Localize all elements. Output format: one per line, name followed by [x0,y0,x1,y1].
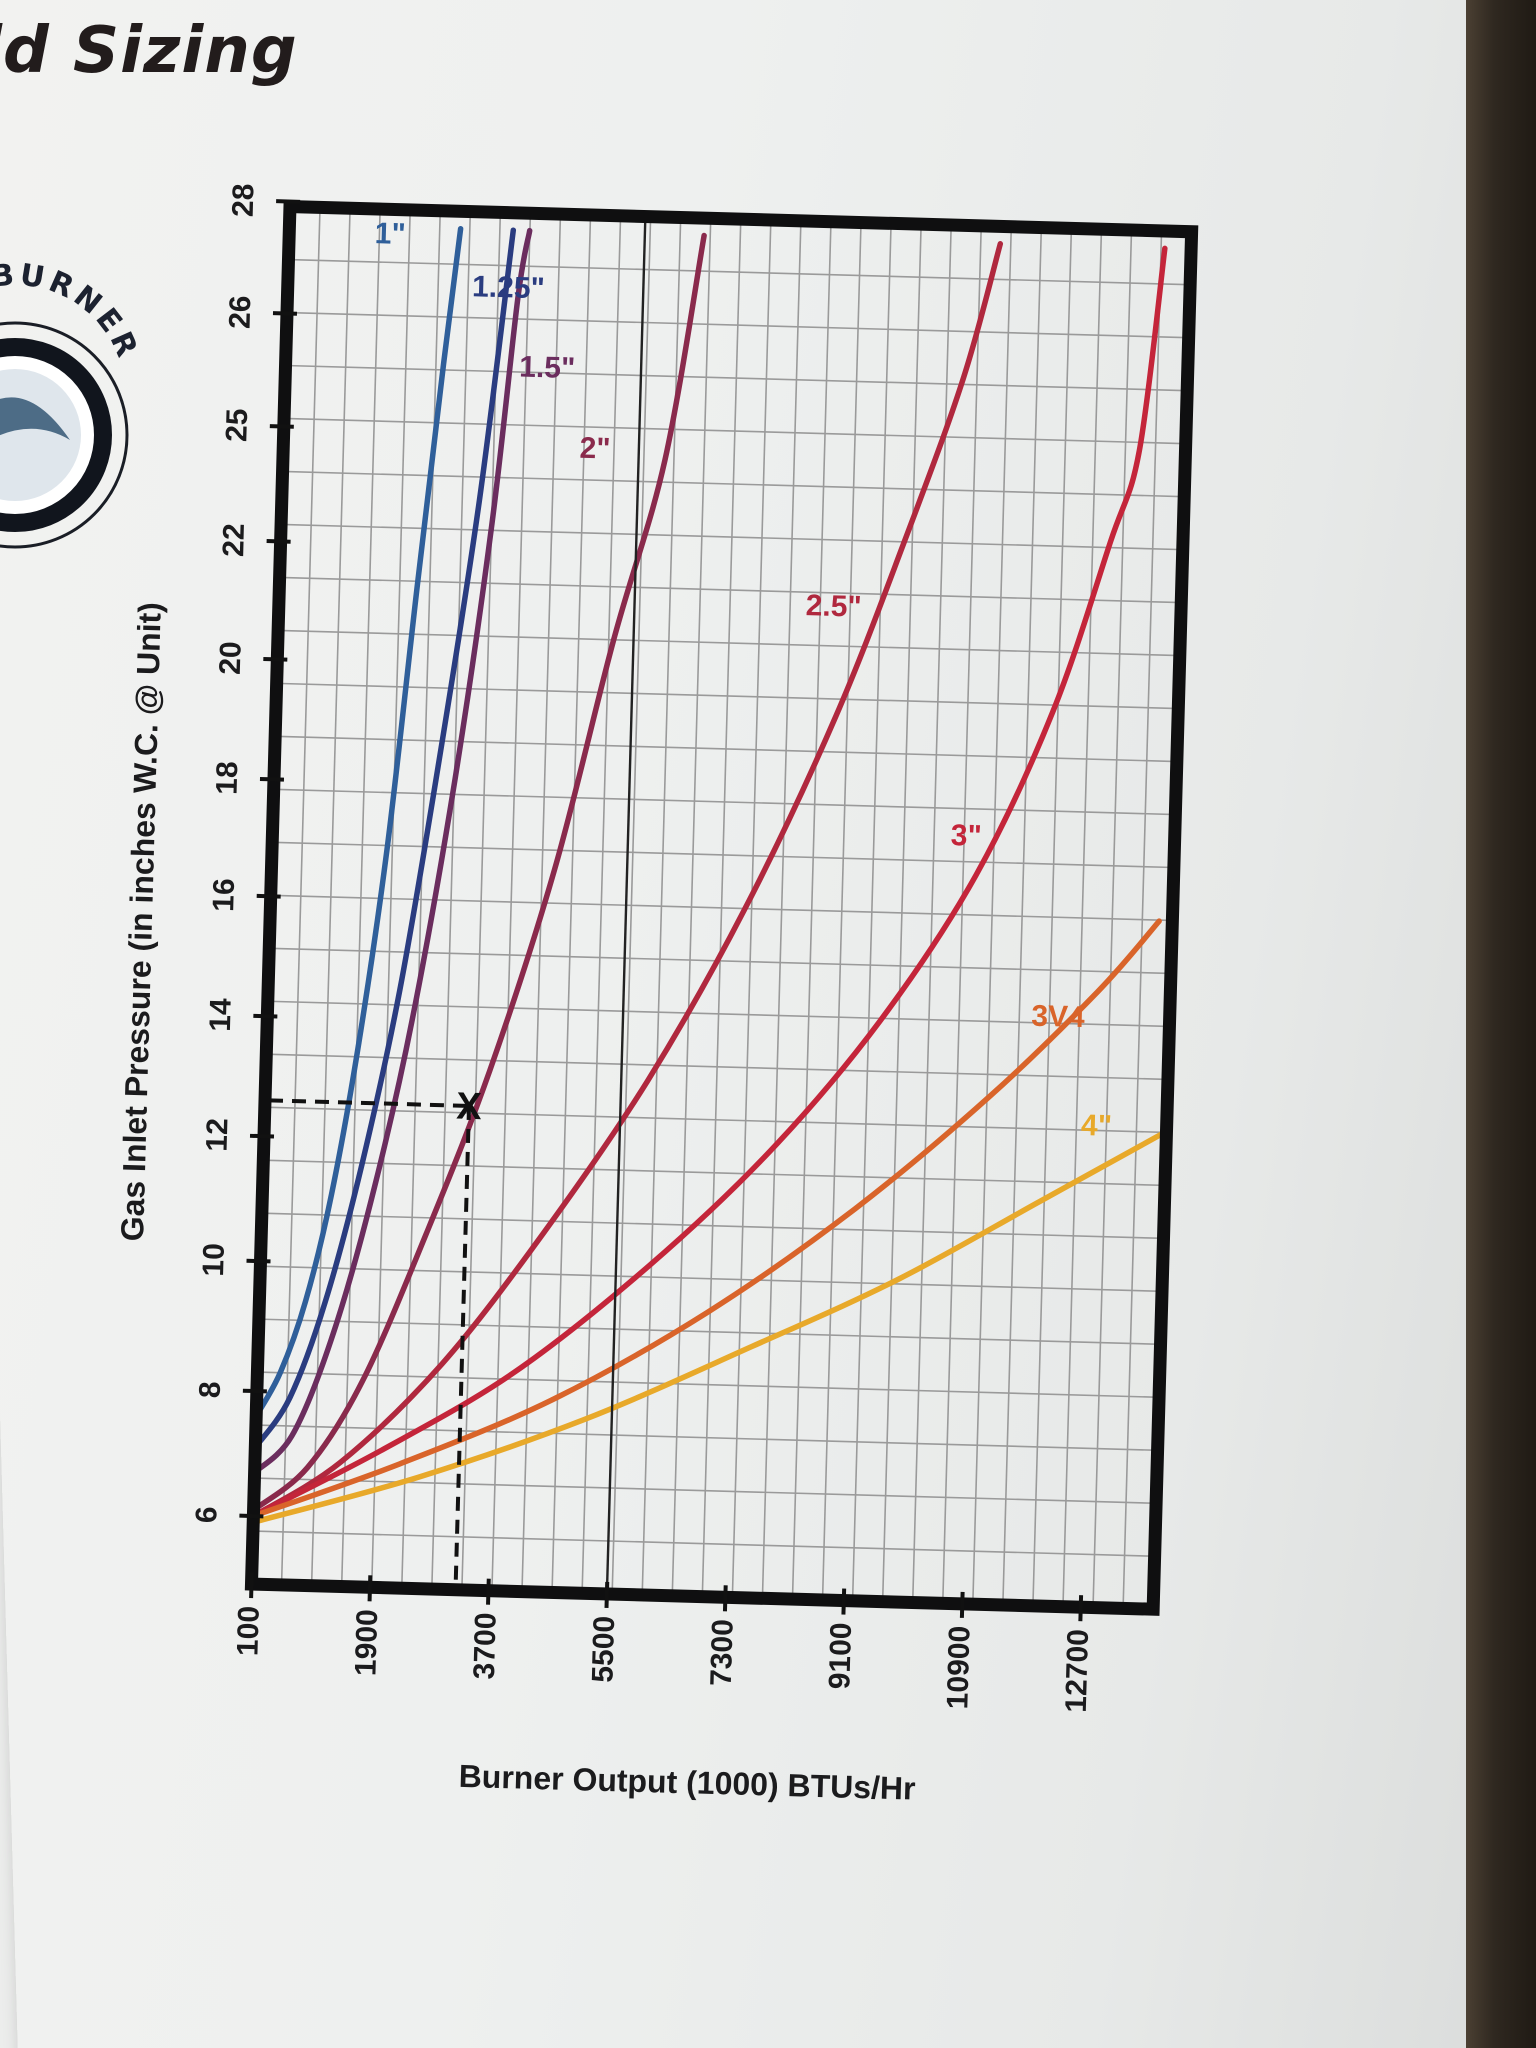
y-tick-label: 8 [194,1381,227,1399]
series-label-6: 3" [950,819,982,853]
grid-line-horizontal [281,523,1183,551]
x-tick-label: 12700 [1060,1629,1095,1713]
grid-line-horizontal [258,1318,1161,1346]
grid-line-horizontal [286,311,1189,339]
grid-line-horizontal [285,364,1188,392]
series-line-8 [251,1128,1170,1526]
y-tick-label: 26 [223,295,257,329]
y-tick-mark [242,1388,267,1394]
series-line-3 [251,227,533,1476]
example-dashed-vertical [453,1105,472,1590]
chart-annotations: X [268,216,647,1594]
x-axis-title: Burner Output (1000) BTUs/Hr [458,1758,916,1807]
series-labels: 1" 1.25" 1.5" 2" 2.5" 3" 3V4 4" [374,217,1113,1143]
x-tick-label: 1900 [349,1609,384,1677]
y-tick-label: 18 [210,761,244,795]
grid-line-horizontal [273,788,1176,816]
series-label-3: 1.5" [519,351,576,386]
grid-line-horizontal [252,1530,1155,1558]
grid-line-horizontal [264,1106,1167,1134]
y-tick-label: 20 [214,641,248,675]
y-tick-label: 25 [220,408,254,442]
y-tick-mark [272,311,298,316]
grid-line-horizontal [257,1371,1160,1399]
y-tick-mark [259,776,285,782]
reference-vertical-line [605,216,647,1594]
x-tick-mark [604,1581,610,1609]
grid-line-horizontal [279,576,1182,604]
x-tick-label: 9100 [823,1622,858,1690]
x-tick-label: 10900 [941,1625,976,1709]
grid-line-horizontal [270,894,1173,922]
x-tick-label: 100 [231,1606,265,1657]
grid-line-horizontal [278,629,1180,657]
x-tick-label: 7300 [705,1619,740,1687]
y-tick-label: 6 [190,1506,223,1524]
series-line-4 [251,232,707,1513]
y-tick-label: 12 [200,1118,234,1152]
series-line-6 [251,245,1168,1519]
x-tick-label: 5500 [586,1615,621,1683]
x-tick-mark [367,1575,373,1602]
y-tick-mark [256,893,281,899]
grid-line-horizontal [267,1000,1170,1028]
section-title: ld Sizing [0,14,298,88]
x-tick-mark [249,1571,254,1599]
grid-line-horizontal [255,1424,1158,1452]
series-line-7 [251,918,1162,1519]
chart-series [251,225,1170,1526]
y-tick-mark [263,656,288,662]
grid-line-horizontal [261,1212,1164,1240]
example-point-marker: X [456,1086,483,1129]
grid-line-horizontal [288,258,1191,286]
y-tick-mark [269,424,294,429]
series-label-7: 3V4 [1031,1000,1086,1034]
grid-line-horizontal [275,735,1177,763]
y-tick-label: 10 [197,1243,231,1277]
x-axis-ticks: 100 1900 3700 5500 7300 9100 10900 12700 [231,1571,1095,1713]
y-axis-ticks: 28 26 25 22 20 18 16 14 12 10 8 6 [190,183,301,1524]
series-label-4: 2" [579,432,611,466]
y-tick-label: 28 [227,183,261,217]
grid-line-horizontal [266,1053,1168,1081]
series-label-5: 2.5" [805,589,862,624]
x-tick-mark [959,1591,965,1618]
example-dashed-horizontal [268,1098,470,1108]
x-tick-mark [486,1578,491,1605]
background-edge [1466,0,1536,2048]
y-tick-mark [266,539,291,544]
chart-grid [252,207,1191,1609]
y-tick-mark [253,1013,278,1019]
series-line-5 [251,241,1004,1519]
y-tick-mark [239,1513,264,1519]
y-tick-mark [249,1133,275,1139]
grid-line-horizontal [263,1159,1166,1187]
series-line-1 [253,225,464,1419]
y-tick-label: 22 [217,523,251,557]
series-label-2: 1.25" [472,270,546,305]
series-label-1: 1" [374,217,406,251]
y-tick-mark [276,199,301,204]
grid-line-horizontal [276,682,1179,710]
y-axis-title: Gas Inlet Pressure (in inches W.C. @ Uni… [114,602,168,1242]
series-label-8: 4" [1081,1109,1113,1143]
series-line-2 [252,227,517,1451]
x-tick-label: 3700 [468,1612,503,1680]
x-tick-mark [722,1585,728,1612]
x-tick-mark [841,1588,847,1615]
x-tick-mark [1078,1595,1084,1622]
burner-logo-icon: T BURNER [0,257,142,549]
y-tick-label: 14 [204,997,238,1032]
y-tick-mark [246,1258,271,1264]
y-tick-label: 16 [207,878,241,912]
